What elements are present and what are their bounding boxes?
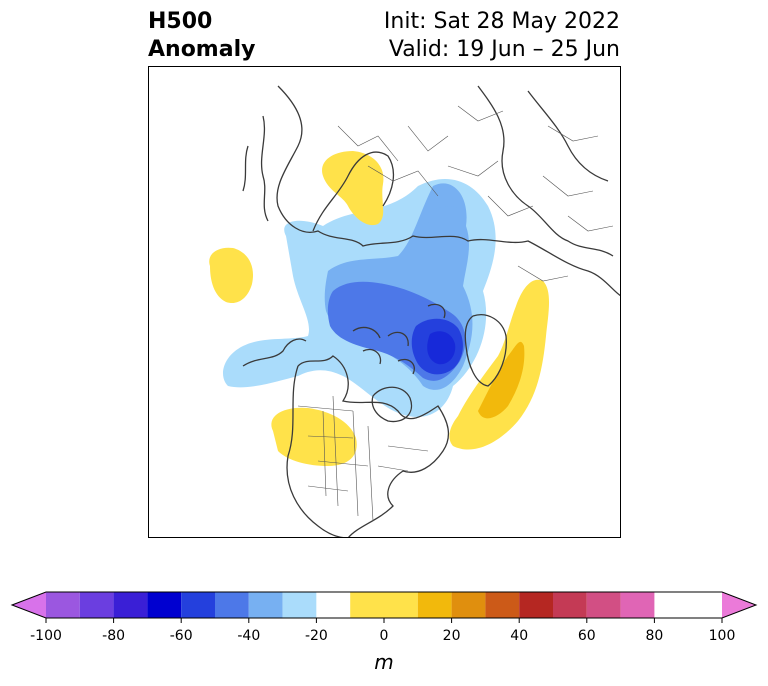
colorbar-cell — [350, 592, 418, 618]
title-line-2: Anomaly — [148, 37, 256, 62]
valid-date: Valid: 19 Jun – 25 Jun — [388, 37, 620, 62]
colorbar-tick-label: -80 — [102, 628, 125, 644]
coastline-eurasia — [276, 85, 621, 297]
colorbar-extend-high — [722, 592, 756, 618]
colorbar-cell — [113, 592, 148, 618]
colorbar-tick-label: -60 — [170, 628, 193, 644]
anomaly-contour-minus50 — [427, 331, 456, 365]
colorbar-cell — [79, 592, 114, 618]
colorbar: -100 -80 -60 -40 -20 0 20 40 60 80 100 m — [10, 591, 758, 674]
coastline-greenland — [464, 314, 507, 387]
coastline-north-america — [286, 355, 450, 538]
colorbar-tick-label: 100 — [709, 628, 736, 644]
colorbar-cell — [215, 592, 249, 618]
colorbar-cell — [519, 592, 553, 618]
colorbar-tick-label: 20 — [443, 628, 461, 644]
country-borders — [297, 105, 614, 522]
colorbar-cell — [485, 592, 520, 618]
anomaly-contour-plus10-atlantic — [449, 279, 550, 450]
colorbar-tick-label: -40 — [237, 628, 260, 644]
anomaly-contour-plus20-atlantic — [478, 341, 525, 419]
coastlines — [242, 85, 621, 538]
colorbar-cell — [316, 592, 351, 618]
colorbar-tick-label: -100 — [30, 628, 62, 644]
colorbar-cell — [282, 592, 317, 618]
colorbar-ticks: -100 -80 -60 -40 -20 0 20 40 60 80 100 — [30, 618, 735, 644]
colorbar-cell — [181, 592, 215, 618]
title-line-1: H500 — [148, 9, 213, 34]
border-lines-north-america — [297, 395, 429, 522]
colorbar-tick-label: 60 — [578, 628, 596, 644]
anomaly-contour-plus10-europe — [322, 151, 384, 226]
anomaly-map — [148, 66, 621, 538]
colorbar-unit-label: m — [374, 650, 393, 674]
colorbar-cell — [586, 592, 621, 618]
anomaly-contour-minus20-siberia — [428, 206, 465, 239]
colorbar-extend-low — [12, 592, 46, 618]
colorbar-tick-label: 80 — [645, 628, 663, 644]
colorbar-tick-label: 40 — [510, 628, 528, 644]
negative-anomaly-contours — [223, 178, 496, 417]
anomaly-contour-plus10-pacific — [209, 247, 254, 304]
colorbar-cell — [451, 592, 486, 618]
init-date: Init: Sat 28 May 2022 — [383, 9, 620, 34]
anomaly-contour-minus40 — [411, 318, 463, 375]
colorbar-cell — [46, 592, 80, 618]
colorbar-cell — [553, 592, 587, 618]
colorbar-tick-label: -20 — [305, 628, 328, 644]
coastline-arctic-archipelago — [352, 303, 446, 375]
title-block: H500 Anomaly — [148, 8, 255, 64]
colorbar-cell — [248, 592, 283, 618]
coastline-scandinavia — [312, 151, 395, 232]
colorbar-cells — [10, 591, 758, 619]
positive-anomaly-contours — [209, 151, 550, 466]
border-lines-eurasia — [337, 105, 614, 282]
coastline-asia-east — [477, 85, 614, 257]
coastline-alaska — [242, 338, 307, 367]
colorbar-cell — [147, 592, 182, 618]
coastline-hudson-bay — [371, 386, 413, 423]
date-block: Init: Sat 28 May 2022 Valid: 19 Jun – 25… — [384, 8, 620, 64]
colorbar-cell — [417, 592, 452, 618]
coastline-europe-west — [242, 115, 269, 222]
map-frame — [148, 66, 621, 538]
colorbar-tick-label: 0 — [380, 628, 389, 644]
colorbar-cell — [620, 592, 655, 618]
